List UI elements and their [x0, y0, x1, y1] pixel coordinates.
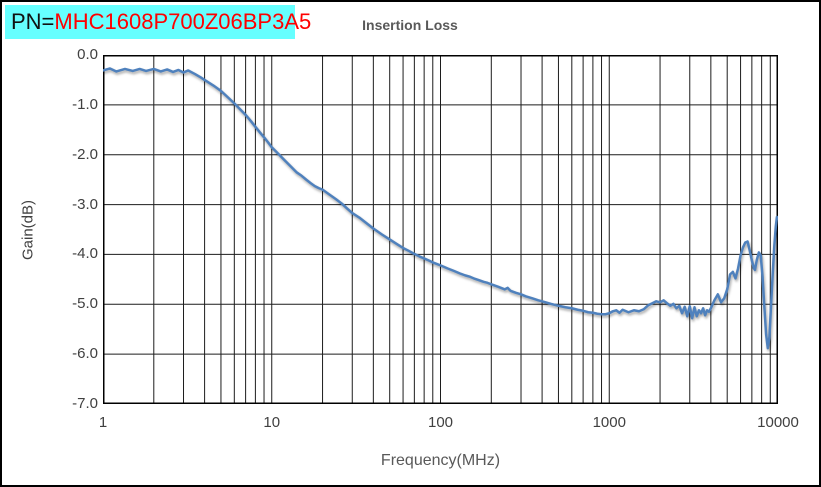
x-tick-label: 1: [98, 414, 108, 431]
pn-value: MHC1608P700Z06BP3A5: [54, 9, 312, 34]
x-tick-label: 100: [427, 414, 454, 431]
x-tick-label: 10: [263, 414, 281, 431]
pn-prefix: PN=: [11, 9, 55, 34]
y-tick-label: 0.0: [77, 46, 98, 63]
part-number-label: PN=MHC1608P700Z06BP3A5: [5, 5, 311, 39]
y-tick-label: -6.0: [72, 345, 98, 363]
y-tick-label: -5.0: [72, 295, 98, 313]
plot-area: [103, 55, 778, 404]
chart-title: Insertion Loss: [362, 17, 458, 33]
y-tick-label: -4.0: [72, 245, 98, 263]
plot-border: [103, 55, 778, 404]
y-axis-title: Gain(dB): [19, 199, 37, 261]
y-tick-label: -3.0: [72, 195, 98, 213]
y-tick-label: -7.0: [72, 395, 98, 412]
y-tick-label: -2.0: [72, 145, 98, 163]
x-tick-label: 1000: [592, 414, 626, 431]
x-tick-label: 10000: [757, 414, 799, 431]
y-tick-label: -1.0: [72, 95, 98, 113]
x-axis-title: Frequency(MHz): [380, 452, 501, 469]
insertion-loss-line: [103, 67, 778, 350]
